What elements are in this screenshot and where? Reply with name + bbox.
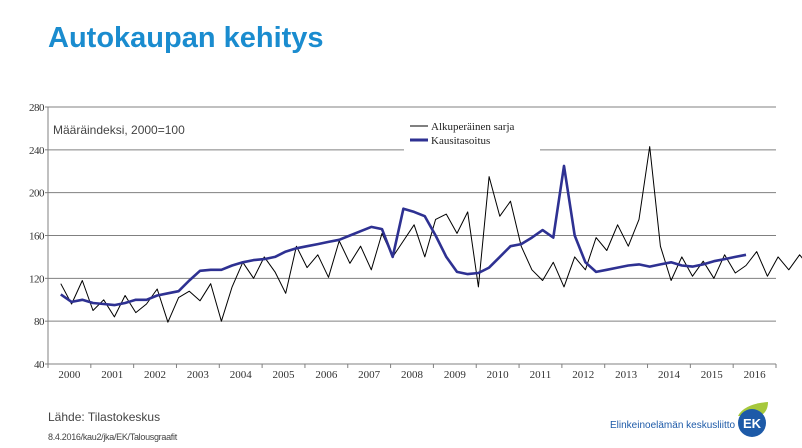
x-tick-label: 2006 bbox=[315, 369, 338, 381]
x-tick-label: 2011 bbox=[530, 369, 552, 381]
x-tick-label: 2001 bbox=[101, 369, 123, 381]
x-tick-label: 2008 bbox=[401, 369, 424, 381]
x-tick-label: 2002 bbox=[144, 369, 166, 381]
svg-text:EK: EK bbox=[743, 416, 762, 431]
footer-note: 8.4.2016/kau2/jka/EK/Talousgraafit bbox=[48, 432, 177, 442]
source-note: Lähde: Tilastokeskus bbox=[48, 410, 161, 424]
series-line-seasonally-adjusted bbox=[60, 164, 747, 307]
x-tick-label: 2014 bbox=[658, 369, 681, 381]
x-tick-label: 2015 bbox=[701, 369, 724, 381]
y-tick-label: 240 bbox=[29, 145, 45, 157]
x-tick-label: 2013 bbox=[615, 369, 638, 381]
x-tick-label: 2012 bbox=[572, 369, 594, 381]
x-tick-label: 2009 bbox=[444, 369, 467, 381]
y-tick-label: 160 bbox=[29, 231, 45, 243]
page-title: Autokaupan kehitys bbox=[48, 22, 324, 54]
legend-label: Kausitasoitus bbox=[431, 135, 490, 147]
y-tick-label: 80 bbox=[34, 316, 45, 328]
y-tick-label: 120 bbox=[29, 273, 45, 285]
series-line-original bbox=[60, 146, 802, 323]
y-tick-label: 280 bbox=[29, 102, 45, 114]
x-tick-label: 2007 bbox=[358, 369, 381, 381]
chart-annotation: Määräindeksi, 2000=100 bbox=[53, 123, 185, 137]
x-tick-label: 2016 bbox=[744, 369, 767, 381]
y-tick-label: 40 bbox=[34, 359, 45, 371]
y-tick-label: 200 bbox=[29, 188, 45, 200]
organization-name: Elinkeinoelämän keskusliitto bbox=[610, 420, 736, 431]
x-tick-label: 2005 bbox=[273, 369, 296, 381]
line-chart: 40 80 120 160 200 240 280 2000 2001 2002 2003 2004 2… bbox=[29, 102, 802, 381]
legend-label: Alkuperäinen sarja bbox=[431, 121, 514, 133]
ek-logo: EK bbox=[738, 402, 768, 437]
x-tick-label: 2004 bbox=[230, 369, 253, 381]
x-tick-label: 2010 bbox=[487, 369, 510, 381]
x-tick-label: 2003 bbox=[187, 369, 210, 381]
x-tick-label: 2000 bbox=[58, 369, 81, 381]
